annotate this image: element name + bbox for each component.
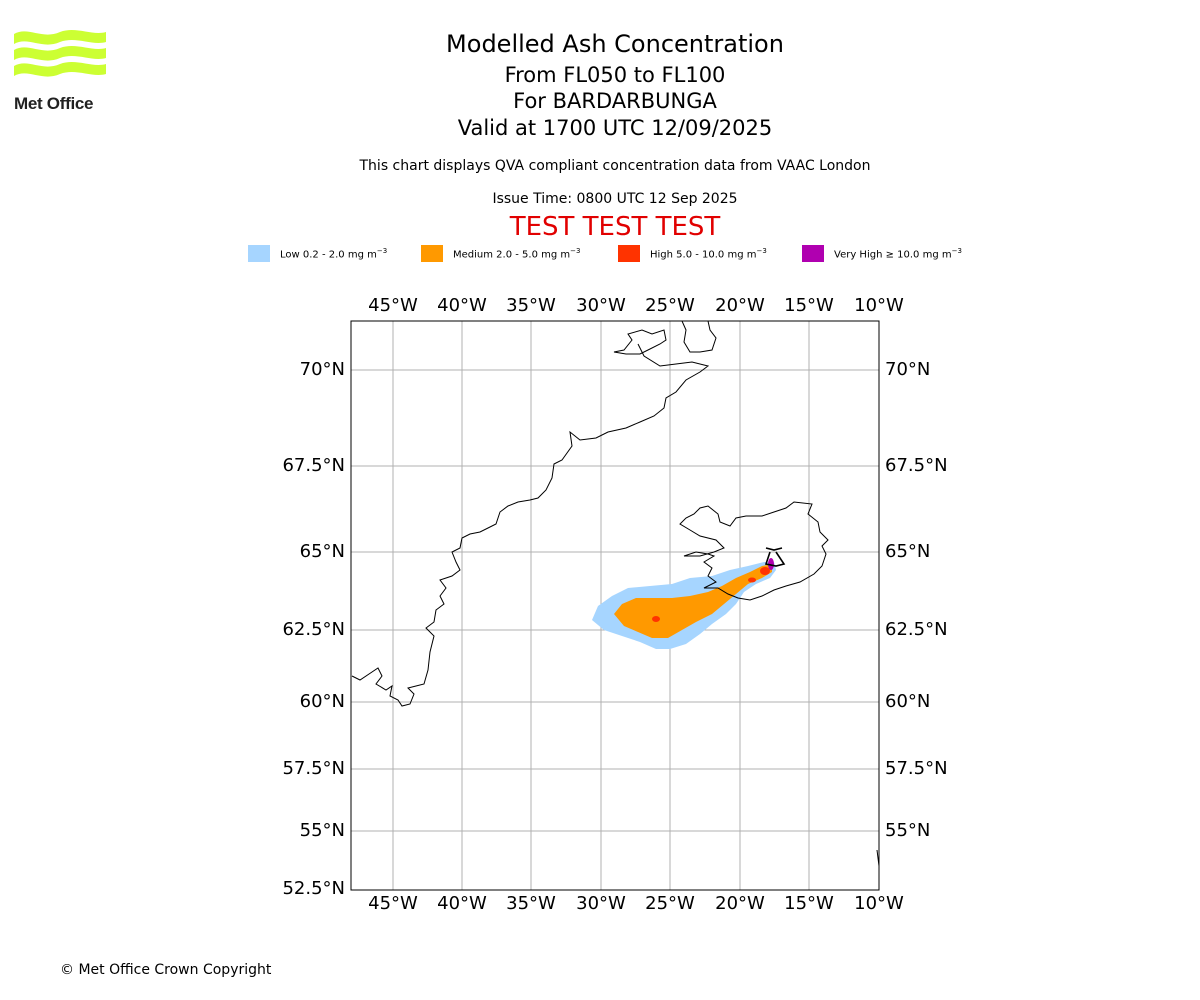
map-frame [350, 320, 880, 891]
lat-tick-label-left: 65°N [300, 541, 345, 562]
greenland-coast [351, 343, 710, 707]
met-office-logo: Met Office [14, 28, 108, 113]
lon-tick-label-top: 20°W [715, 295, 765, 316]
ash-high-region [652, 616, 660, 622]
test-banner: TEST TEST TEST [509, 212, 721, 242]
lon-tick-label-bottom: 25°W [645, 893, 695, 914]
lat-tick-label-left: 67.5°N [282, 455, 345, 476]
lat-tick-label-left: 70°N [300, 359, 345, 380]
lat-tick-label-right: 65°N [885, 541, 930, 562]
chart-title: Modelled Ash Concentration [446, 30, 784, 58]
chart-description: This chart displays QVA compliant concen… [359, 158, 871, 174]
legend-label-low: Low 0.2 - 2.0 mg m−3 [280, 247, 388, 261]
lon-tick-label-bottom: 30°W [576, 893, 626, 914]
issue-time: Issue Time: 0800 UTC 12 Sep 2025 [492, 191, 738, 207]
lat-tick-label-left: 57.5°N [282, 758, 345, 779]
lat-tick-label-right: 60°N [885, 691, 930, 712]
lon-tick-label-bottom: 20°W [715, 893, 765, 914]
ash-high-region [748, 577, 756, 583]
lon-tick-label-bottom: 45°W [368, 893, 418, 914]
met-office-wave-icon [14, 30, 106, 77]
lon-tick-label-top: 10°W [854, 295, 904, 316]
greenland-coast-east [681, 321, 717, 353]
lon-tick-label-bottom: 40°W [437, 893, 487, 914]
lon-tick-label-bottom: 35°W [506, 893, 556, 914]
map-tick-labels: 45°W 45°W 40°W 40°W 35°W 35°W 30°W 30°W 25°W 25°W… [282, 295, 947, 914]
flight-levels: From FL050 to FL100 [504, 63, 726, 87]
ash-high-region [760, 567, 770, 575]
legend-swatch-low [248, 245, 270, 262]
ash-very-high-region [768, 558, 774, 570]
lon-tick-label-top: 45°W [368, 295, 418, 316]
lat-tick-label-left: 55°N [300, 820, 345, 841]
lon-tick-label-top: 25°W [645, 295, 695, 316]
legend-swatch-high [618, 245, 640, 262]
lat-tick-label-right: 70°N [885, 359, 930, 380]
legend-label-high: High 5.0 - 10.0 mg m−3 [650, 247, 767, 261]
lat-tick-label-right: 57.5°N [885, 758, 948, 779]
lat-tick-label-right: 55°N [885, 820, 930, 841]
valid-time: Valid at 1700 UTC 12/09/2025 [457, 116, 773, 140]
lon-tick-label-top: 15°W [784, 295, 834, 316]
lon-tick-label-top: 35°W [506, 295, 556, 316]
logo-text: Met Office [14, 94, 94, 113]
greenland-coast-north [613, 329, 667, 355]
lat-tick-label-left: 62.5°N [282, 619, 345, 640]
lat-tick-label-right: 67.5°N [885, 455, 948, 476]
lat-tick-label-left: 52.5°N [282, 878, 345, 899]
legend-swatch-very-high [802, 245, 824, 262]
coastlines [351, 321, 879, 867]
lon-tick-label-top: 40°W [437, 295, 487, 316]
lat-tick-label-left: 60°N [300, 691, 345, 712]
legend-label-medium: Medium 2.0 - 5.0 mg m−3 [453, 247, 581, 261]
legend-swatch-medium [421, 245, 443, 262]
lat-tick-label-right: 62.5°N [885, 619, 948, 640]
lon-tick-label-top: 30°W [576, 295, 626, 316]
lon-tick-label-bottom: 10°W [854, 893, 904, 914]
volcano-marker [764, 547, 786, 567]
iceland-coast [679, 501, 829, 601]
lon-tick-label-bottom: 15°W [784, 893, 834, 914]
copyright: © Met Office Crown Copyright [60, 962, 272, 978]
legend-label-very-high: Very High ≥ 10.0 mg m−3 [834, 247, 962, 261]
volcano-name: For BARDARBUNGA [513, 89, 717, 113]
